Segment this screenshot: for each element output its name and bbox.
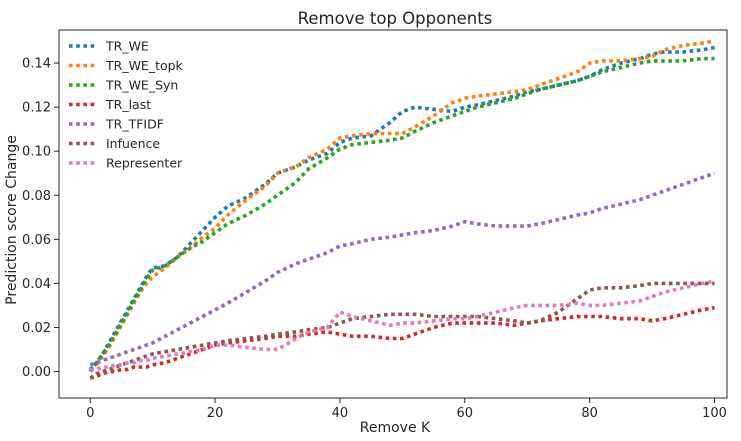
series-line-tr-last — [89, 305, 715, 380]
legend-label-tr-tfidf: TR_TFIDF — [105, 117, 164, 132]
y-tick-label: 0.08 — [22, 189, 51, 204]
x-axis: 0 20 40 60 80 100 — [86, 398, 727, 421]
plot-frame — [58, 29, 728, 399]
y-tick-label: 0.06 — [22, 233, 51, 248]
x-tick-label: 80 — [581, 406, 598, 421]
y-tick-label: 0.14 — [22, 57, 51, 72]
series-line-infuence — [89, 281, 715, 380]
legend-label-tr-we-syn: TR_WE_Syn — [105, 78, 178, 93]
series-line-tr-tfidf — [89, 171, 716, 367]
legend-label-representer: Representer — [106, 156, 183, 171]
legend-label-tr-we: TR_WE — [105, 39, 149, 54]
y-tick-label: 0.12 — [22, 101, 51, 116]
chart-title: Remove top Opponents — [298, 9, 493, 28]
y-tick-label: 0.04 — [22, 277, 51, 292]
x-tick-label: 0 — [86, 406, 94, 421]
series-line-tr-we — [88, 45, 715, 373]
plot-area — [58, 29, 728, 399]
series-line-tr-we-topk — [89, 39, 715, 371]
x-tick-label: 100 — [702, 406, 727, 421]
x-tick-label: 20 — [207, 406, 224, 421]
y-tick-label: 0.10 — [22, 145, 51, 160]
legend: TR_WE TR_WE_topk TR_WE_Syn TR_last TR_TFIDF I… — [69, 39, 184, 171]
y-axis: 0.00 0.02 0.04 0.06 0.08 0.10 0.12 0.14 — [22, 57, 59, 380]
x-axis-label: Remove K — [360, 420, 431, 436]
legend-label-tr-we-topk: TR_WE_topk — [105, 58, 184, 73]
x-tick-label: 40 — [332, 406, 349, 421]
legend-label-infuence: Infuence — [106, 136, 160, 151]
legend-label-tr-last: TR_last — [105, 97, 151, 112]
y-tick-label: 0.00 — [22, 365, 51, 380]
y-axis-label: Prediction score Change — [4, 135, 20, 305]
series-line-representer — [90, 279, 715, 372]
y-tick-label: 0.02 — [22, 321, 51, 336]
series-line-tr-we-syn — [88, 56, 715, 371]
x-tick-label: 60 — [457, 406, 474, 421]
